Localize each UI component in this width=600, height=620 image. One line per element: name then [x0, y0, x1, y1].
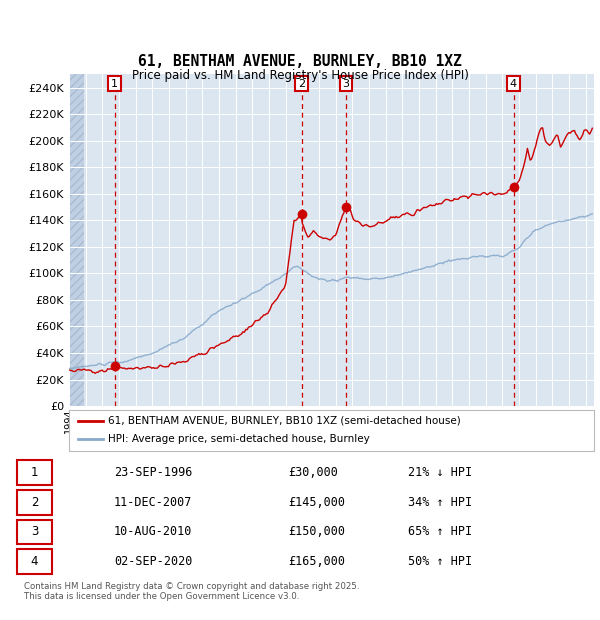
Text: 10-AUG-2010: 10-AUG-2010	[114, 526, 193, 538]
Text: £30,000: £30,000	[288, 466, 338, 479]
Text: 50% ↑ HPI: 50% ↑ HPI	[408, 556, 472, 568]
Text: Contains HM Land Registry data © Crown copyright and database right 2025.
This d: Contains HM Land Registry data © Crown c…	[24, 582, 359, 601]
Text: 02-SEP-2020: 02-SEP-2020	[114, 556, 193, 568]
Text: 11-DEC-2007: 11-DEC-2007	[114, 496, 193, 508]
Text: 2: 2	[31, 496, 38, 508]
Text: 61, BENTHAM AVENUE, BURNLEY, BB10 1XZ (semi-detached house): 61, BENTHAM AVENUE, BURNLEY, BB10 1XZ (s…	[109, 415, 461, 425]
Text: 23-SEP-1996: 23-SEP-1996	[114, 466, 193, 479]
Text: £165,000: £165,000	[288, 556, 345, 568]
Bar	[69, 74, 85, 406]
Text: £150,000: £150,000	[288, 526, 345, 538]
Text: 4: 4	[510, 79, 517, 89]
Text: 21% ↓ HPI: 21% ↓ HPI	[408, 466, 472, 479]
Text: HPI: Average price, semi-detached house, Burnley: HPI: Average price, semi-detached house,…	[109, 435, 370, 445]
Text: 65% ↑ HPI: 65% ↑ HPI	[408, 526, 472, 538]
Text: 3: 3	[343, 79, 349, 89]
Text: 1: 1	[111, 79, 118, 89]
Text: Price paid vs. HM Land Registry's House Price Index (HPI): Price paid vs. HM Land Registry's House …	[131, 69, 469, 82]
Text: 1: 1	[31, 466, 38, 479]
Text: 3: 3	[31, 526, 38, 538]
Text: £145,000: £145,000	[288, 496, 345, 508]
Text: 61, BENTHAM AVENUE, BURNLEY, BB10 1XZ: 61, BENTHAM AVENUE, BURNLEY, BB10 1XZ	[138, 55, 462, 69]
Text: 34% ↑ HPI: 34% ↑ HPI	[408, 496, 472, 508]
Text: 4: 4	[31, 556, 38, 568]
Text: 2: 2	[298, 79, 305, 89]
